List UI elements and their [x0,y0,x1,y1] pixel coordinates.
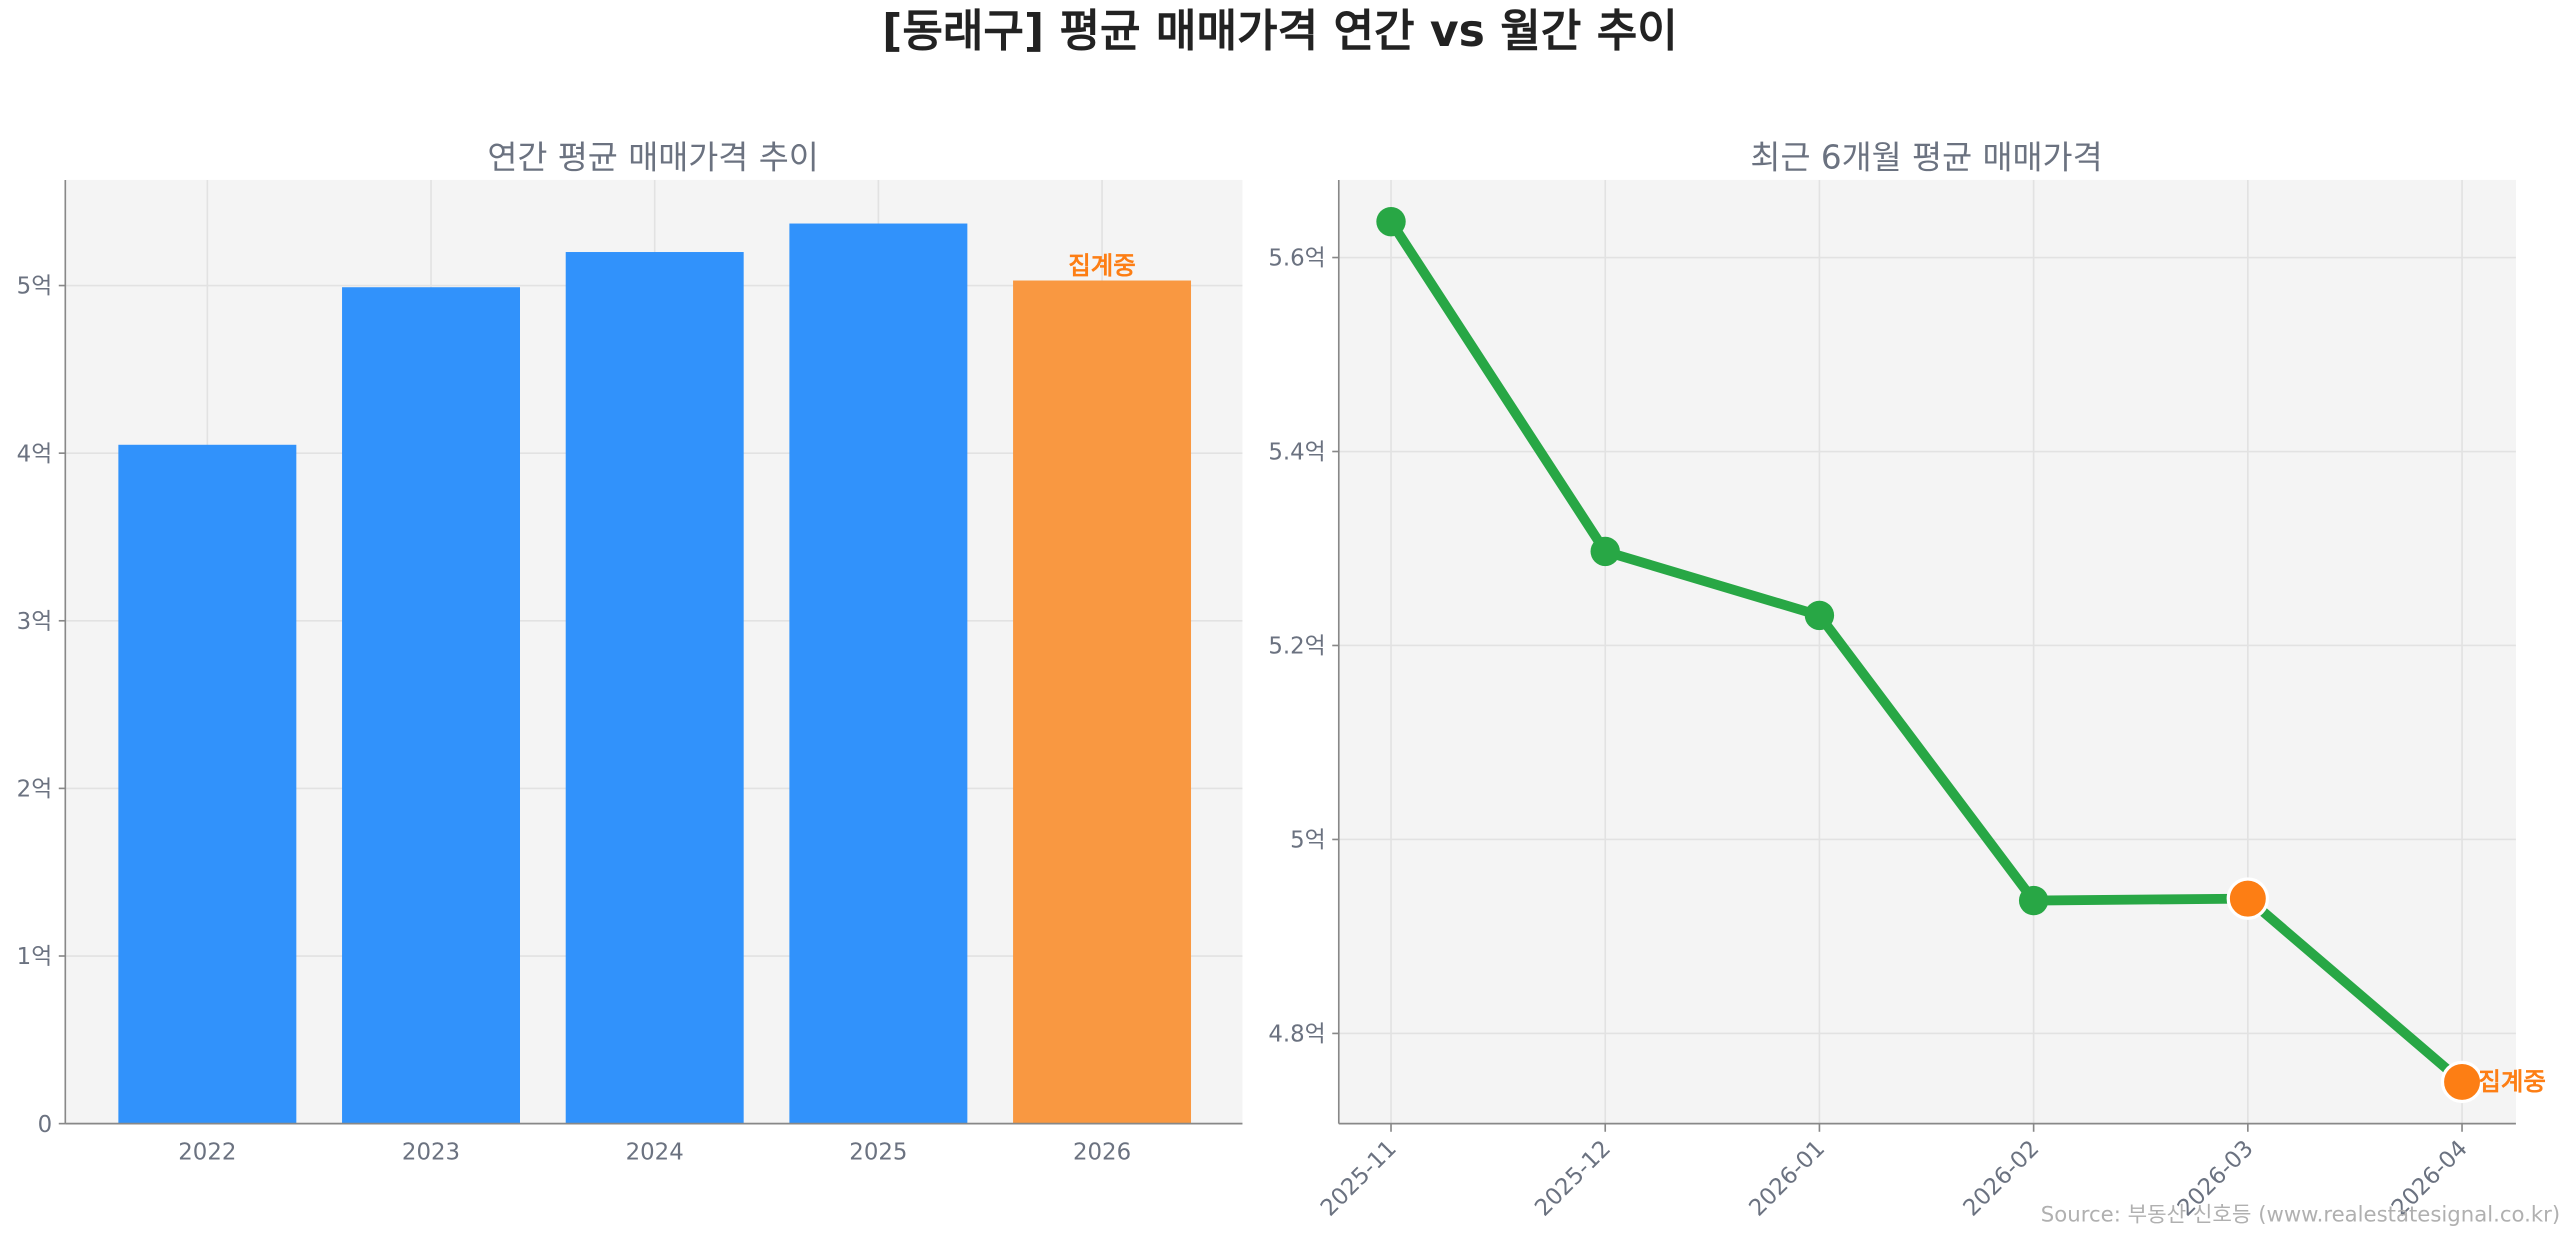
y-tick-label: 4억 [17,441,53,467]
price-line [1386,218,2466,1086]
y-tick-label: 5.2억 [1268,634,1325,660]
bar-2024 [565,252,744,1124]
x-tick-label: 2026-01 [1744,1136,1830,1222]
y-tick-label: 2억 [17,777,53,803]
bar-2025 [789,223,968,1124]
partial-annotation: 집계중 [2478,1067,2546,1096]
y-tick-label: 5.4억 [1268,440,1325,466]
source-note: Source: 부동산 신호등 (www.realestatesignal.co… [2041,1203,2560,1228]
bar-2023 [342,287,520,1124]
x-tick-label: 2025 [849,1140,907,1166]
partial-annotation: 집계중 [1068,251,1136,280]
annual-chart: 연간 평균 매매가격 추이 0 1억 2억 3억 4억 5억 2022 2023 2024 202… [17,139,1243,1166]
point-2026-03 [2226,877,2270,920]
x-tick-label: 2025-12 [1530,1136,1616,1222]
point-2025-12 [1590,536,1620,567]
annual-chart-title: 연간 평균 매매가격 추이 [487,139,818,177]
x-tick-label: 2026 [1073,1140,1131,1166]
point-2025-11 [1376,206,1406,237]
x-tick-label: 2023 [402,1140,460,1166]
x-tick-label: 2025-11 [1316,1136,1402,1222]
x-tick-label: 2024 [626,1140,684,1166]
y-tick-label: 5.6억 [1268,246,1325,272]
y-tick-label: 5억 [1290,828,1326,854]
monthly-chart-title: 최근 6개월 평균 매매가격 [1750,139,2102,177]
y-tick-label: 3억 [17,609,53,635]
bar-2026 [1013,280,1192,1124]
y-tick-label: 1억 [17,944,53,970]
figure-title: [동래구] 평균 매매가격 연간 vs 월간 추이 [882,6,1678,57]
bar-2022 [118,444,297,1124]
x-tick-label: 2026-02 [1959,1136,2045,1222]
y-tick-label: 0 [38,1112,53,1138]
y-tick-label: 4.8억 [1268,1022,1325,1048]
monthly-chart: 최근 6개월 평균 매매가격 2025-11 2025-12 2026-01 2026… [1268,139,2546,1222]
point-2026-02 [2018,885,2049,916]
x-tick-label: 2022 [178,1140,236,1166]
y-tick-label: 5억 [17,274,53,300]
point-2026-01 [1804,600,1835,631]
point-2026-04 [2440,1060,2484,1104]
